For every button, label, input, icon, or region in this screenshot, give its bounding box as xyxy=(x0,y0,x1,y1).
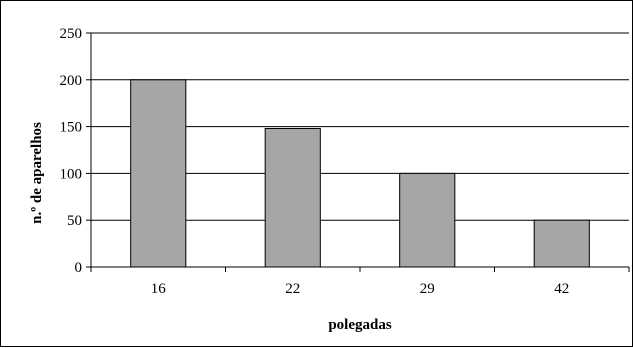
bar-29 xyxy=(399,172,456,268)
bars xyxy=(130,79,590,268)
x-tick-label: 42 xyxy=(554,281,569,297)
x-axis-title: polegadas xyxy=(328,317,392,333)
y-axis-title: n.º de aparelhos xyxy=(29,122,45,224)
y-tick-label: 0 xyxy=(75,260,83,276)
bar-16 xyxy=(130,79,187,268)
y-tick-label: 50 xyxy=(67,213,82,229)
bar-22 xyxy=(264,127,321,268)
y-tick-label: 250 xyxy=(60,26,83,42)
y-tick-label: 200 xyxy=(60,73,83,89)
axes xyxy=(86,32,630,272)
x-tick-labels: 16 22 29 42 xyxy=(151,281,570,297)
y-tick-labels: 0 50 100 150 200 250 xyxy=(60,26,83,276)
y-tick-label: 100 xyxy=(60,166,83,182)
x-tick-label: 29 xyxy=(420,281,435,297)
y-tick-label: 150 xyxy=(60,120,83,136)
x-tick-label: 22 xyxy=(285,281,300,297)
bar-42 xyxy=(533,219,590,268)
x-tick-label: 16 xyxy=(151,281,167,297)
